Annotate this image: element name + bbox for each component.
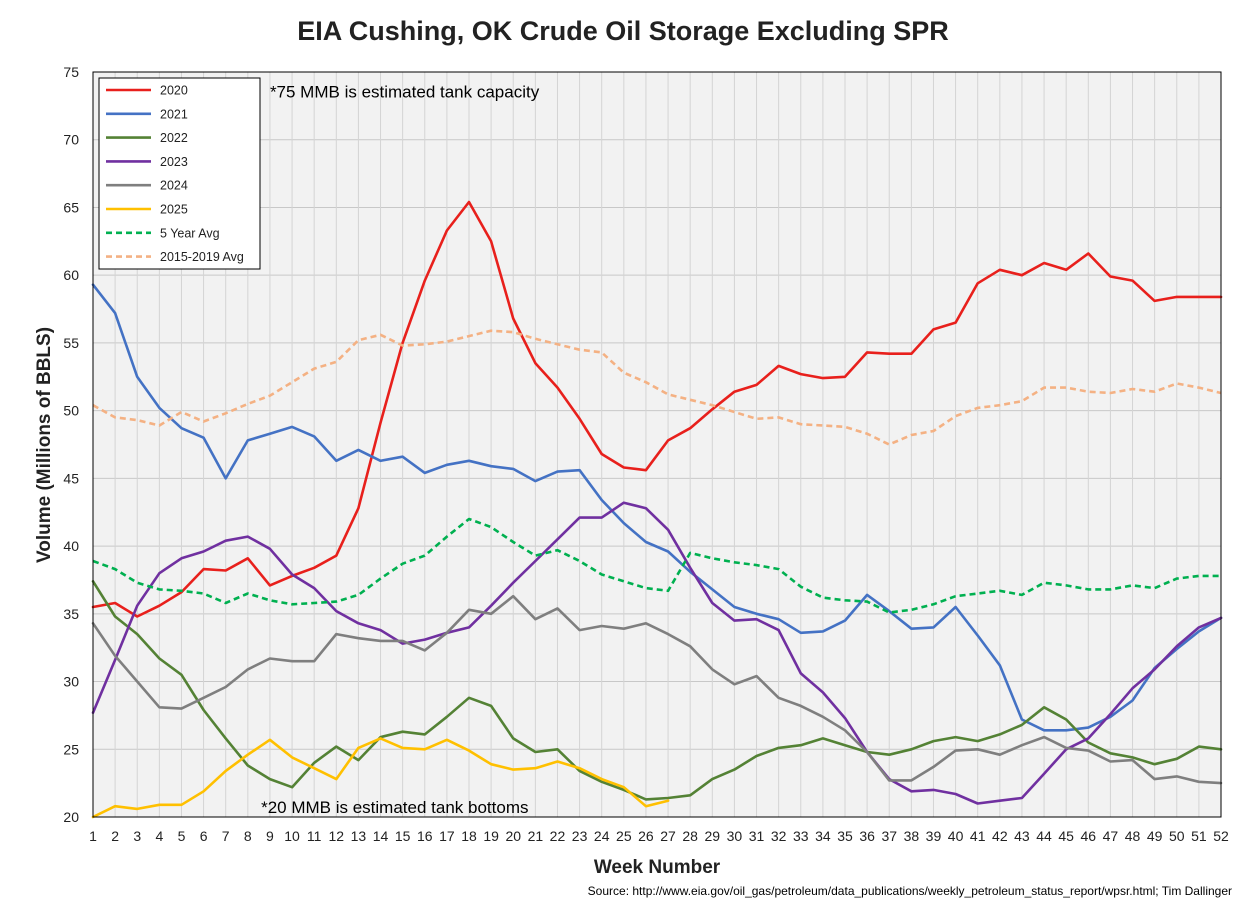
x-axis-label: Week Number [594, 857, 721, 878]
horizontal-gridlines [93, 71, 1221, 818]
x-tick-label: 49 [1147, 828, 1163, 844]
y-tick-label: 75 [63, 64, 79, 80]
x-tick-label: 35 [837, 828, 853, 844]
y-axis-label: Volume (Millions of BBLS) [34, 327, 55, 563]
legend-box [98, 77, 261, 270]
y-tick-label: 55 [63, 335, 79, 351]
x-tick-label: 21 [528, 828, 544, 844]
x-tick-label: 15 [395, 828, 411, 844]
y-tick-label: 70 [63, 132, 79, 148]
x-tick-label: 47 [1103, 828, 1119, 844]
plot-area [93, 72, 1221, 817]
annotation-text: *75 MMB is estimated tank capacity [270, 83, 540, 102]
chart-title: EIA Cushing, OK Crude Oil Storage Exclud… [297, 16, 949, 46]
y-tick-label: 25 [63, 741, 79, 757]
x-tick-label: 45 [1058, 828, 1074, 844]
x-tick-label: 18 [461, 828, 477, 844]
x-tick-label: 9 [266, 828, 274, 844]
x-tick-label: 36 [859, 828, 875, 844]
x-tick-label: 7 [222, 828, 230, 844]
x-tick-label: 30 [727, 828, 743, 844]
legend-label: 2022 [160, 131, 188, 145]
x-tick-label: 5 [178, 828, 186, 844]
series-line-2015-2019-avg [92, 329, 1222, 446]
series-lines [91, 200, 1223, 819]
x-tick-label: 6 [200, 828, 208, 844]
series-line-2021 [91, 283, 1223, 732]
legend-label: 2020 [160, 84, 188, 98]
series-line-2022 [91, 580, 1223, 801]
annotations: *75 MMB is estimated tank capacity *20 MM… [261, 83, 540, 817]
series-line-2025 [91, 737, 670, 819]
series-line-2023 [91, 501, 1223, 805]
x-tick-label: 11 [307, 828, 322, 844]
x-tick-label: 41 [970, 828, 986, 844]
x-tick-label: 48 [1125, 828, 1141, 844]
y-tick-labels: 20 25 30 35 40 45 50 55 60 65 70 75 [63, 64, 79, 825]
x-tick-label: 43 [1014, 828, 1030, 844]
x-tick-label: 20 [505, 828, 521, 844]
legend-label: 5 Year Avg [160, 226, 220, 240]
legend-label: 2021 [160, 107, 188, 121]
x-tick-label: 14 [373, 828, 389, 844]
x-tick-label: 16 [417, 828, 433, 844]
x-tick-label: 19 [483, 828, 499, 844]
legend-label: 2024 [160, 179, 188, 193]
x-tick-label: 24 [594, 828, 610, 844]
x-tick-label: 8 [244, 828, 252, 844]
source-note: Source: http://www.eia.gov/oil_gas/petro… [587, 884, 1232, 898]
x-tick-label: 1 [89, 828, 97, 844]
vertical-gridlines [92, 72, 1222, 817]
legend-label: 2025 [160, 203, 188, 217]
x-tick-label: 40 [948, 828, 964, 844]
x-tick-label: 44 [1036, 828, 1052, 844]
x-tick-label: 33 [793, 828, 809, 844]
x-tick-label: 31 [749, 828, 765, 844]
y-tick-label: 40 [63, 538, 79, 554]
x-tick-label: 26 [638, 828, 654, 844]
series-line-2020 [91, 200, 1223, 618]
x-tick-label: 50 [1169, 828, 1185, 844]
x-tick-label: 39 [926, 828, 942, 844]
x-tick-label: 22 [550, 828, 566, 844]
x-tick-label: 29 [705, 828, 721, 844]
y-tick-label: 45 [63, 470, 79, 486]
x-tick-label: 46 [1081, 828, 1097, 844]
legend-label: 2015-2019 Avg [160, 250, 244, 264]
x-tick-label: 23 [572, 828, 588, 844]
x-tick-label: 51 [1191, 828, 1207, 844]
x-tick-label: 34 [815, 828, 831, 844]
y-tick-label: 20 [63, 809, 79, 825]
x-tick-label: 28 [682, 828, 698, 844]
plot-border [92, 71, 1222, 818]
x-tick-label: 2 [111, 828, 119, 844]
x-tick-label: 38 [904, 828, 920, 844]
x-tick-label: 10 [284, 828, 300, 844]
series-line-2024 [91, 594, 1223, 785]
x-tick-label: 52 [1213, 828, 1229, 844]
y-tick-label: 50 [63, 403, 79, 419]
x-tick-label: 12 [329, 828, 345, 844]
series-line-5-year-avg [92, 517, 1221, 614]
x-tick-label: 42 [992, 828, 1008, 844]
y-tick-label: 60 [63, 267, 79, 283]
x-tick-label: 32 [771, 828, 787, 844]
x-tick-label: 17 [439, 828, 455, 844]
x-tick-label: 25 [616, 828, 632, 844]
x-tick-label: 13 [351, 828, 367, 844]
x-tick-label: 3 [133, 828, 141, 844]
y-tick-label: 35 [63, 606, 79, 622]
legend-label: 2023 [160, 155, 188, 169]
x-tick-label: 37 [881, 828, 897, 844]
x-tick-label: 27 [660, 828, 676, 844]
x-tick-labels: 1 2 3 4 5 6 7 8 9 10 11 12 13 14 15 16 17 18 19 20 21 22 23 24 2… [89, 828, 1229, 844]
y-tick-label: 65 [63, 199, 79, 215]
legend: 2020 2021 2022 2023 2024 2025 5 Year Avg 2015-2… [98, 77, 261, 270]
annotation-text: *20 MMB is estimated tank bottoms [261, 798, 528, 817]
x-tick-label: 4 [155, 828, 163, 844]
y-tick-label: 30 [63, 674, 79, 690]
